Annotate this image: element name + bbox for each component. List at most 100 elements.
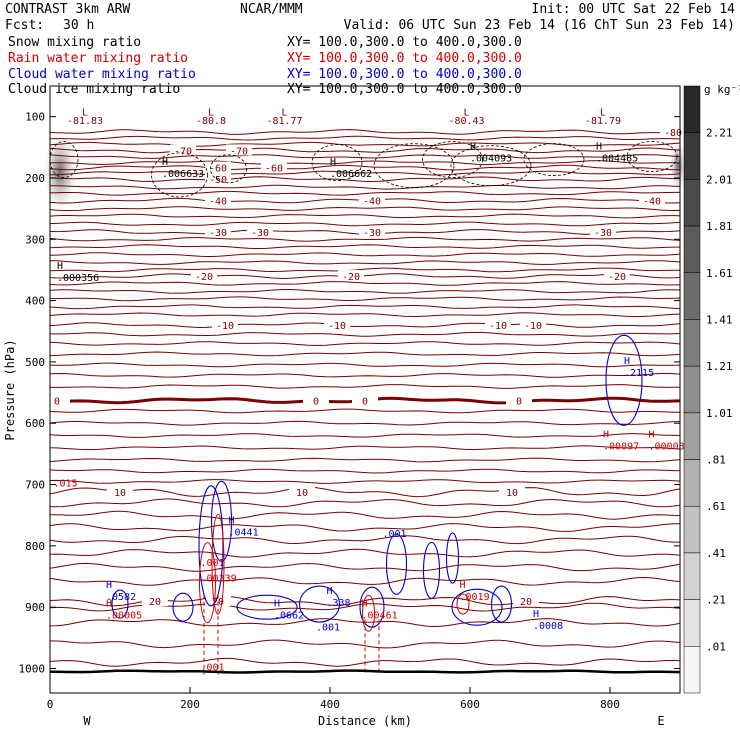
rain-water-contour	[199, 542, 216, 624]
temperature-contour-line	[49, 236, 681, 242]
temperature-contour-label: -10	[524, 321, 542, 332]
header: CONTRAST 3km ARW NCAR/MMM Init: 00 UTC S…	[5, 2, 735, 97]
contour-label-bg	[485, 319, 511, 331]
temperature-contour-line	[49, 372, 681, 378]
colorbar-segment	[683, 646, 701, 694]
cloud-water-annotation-marker: H	[624, 356, 630, 367]
temperature-contour-label: -60	[265, 164, 283, 175]
temperature-contour-minus10	[49, 322, 681, 329]
temperature-contour-line	[49, 267, 680, 273]
low-value: -81.77	[266, 116, 302, 127]
temperature-contour-minus70	[49, 147, 681, 154]
colorbar-label: 1.01	[706, 407, 733, 420]
temperature-contour-line	[49, 331, 681, 337]
temperature-contour-line	[49, 141, 681, 147]
rain-water-contour	[362, 594, 375, 632]
colorbar-segment	[683, 132, 701, 180]
temperature-contour-label: -40	[363, 197, 381, 208]
temperature-contour-10	[49, 486, 681, 498]
cloud-water-contour	[210, 480, 233, 562]
valid-time: Valid: 06 UTC Sun 23 Feb 14 (16 ChT Sun …	[344, 18, 735, 33]
colorbar-unit: g kg⁻¹	[704, 83, 740, 96]
low-value: -81.83	[67, 116, 103, 127]
rain-water-contour	[456, 593, 470, 615]
rain-water-annotation-value: .001	[201, 558, 225, 569]
temperature-contour-line	[49, 408, 681, 414]
contour-label-bg	[205, 595, 231, 607]
cloud-water-contour	[451, 588, 503, 626]
contour-label-bg	[338, 270, 364, 282]
y-tick-label: 900	[25, 601, 45, 614]
cloud-ice-annotation-marker: H	[596, 142, 602, 153]
temperature-contour-line	[49, 341, 681, 346]
rain-water-annotation-marker: H	[106, 598, 112, 609]
colorbar: g kg⁻¹ 2.21 2.01 1.81 1.61 1.41 1.21 1.01 .81 .6…	[683, 83, 740, 694]
fcst-value: 30 h	[63, 18, 94, 33]
contour-label-bg	[660, 125, 686, 137]
temperature-contour-label: 0	[54, 397, 60, 408]
low-marker: L	[600, 107, 606, 118]
contour-label-bg	[205, 173, 231, 185]
plot-frame	[49, 85, 681, 694]
temperature-contour-minus50	[49, 176, 680, 182]
cloud-ice-contour	[523, 143, 585, 176]
colorbar-label: .21	[706, 594, 726, 607]
temperature-contour-line	[49, 281, 681, 286]
temperature-contour-label: 20	[520, 597, 532, 608]
contour-label-bg	[261, 161, 287, 173]
field-xy-cloudwater: XY= 100.0,300.0 to 400.0,300.0	[287, 67, 522, 82]
temperature-contour-label: 20	[149, 597, 161, 608]
temperature-contour-label: -10	[216, 321, 234, 332]
field-name-cloudwater: Cloud water mixing ratio	[8, 67, 196, 82]
low-marker: L	[463, 107, 469, 118]
temperature-contour-label: 10	[296, 488, 308, 499]
contour-label-bg	[590, 225, 616, 237]
cloud-ice-contour	[450, 145, 532, 187]
temperature-contour-line	[50, 170, 681, 176]
contour-label-bg	[247, 225, 273, 237]
cloud-water-annotation-value: .338	[327, 598, 351, 609]
temperature-contour-line	[49, 362, 681, 368]
rain-water-annotation-value: .00097	[603, 442, 639, 453]
cloud-water-contour	[111, 589, 129, 619]
cloud-water-annotation-value: .0008	[533, 621, 563, 632]
x-tick-label: 200	[180, 698, 200, 711]
snow-shaded-region	[44, 133, 76, 210]
y-tick-label: 100	[25, 111, 45, 124]
temperature-contour-line	[49, 296, 681, 302]
cloud-water-annotation-marker: H	[274, 598, 280, 609]
surface-line	[50, 669, 681, 674]
cloud-water-annotation-marker: H	[229, 516, 235, 527]
cloud-water-contour	[605, 334, 643, 426]
low-marker: L	[82, 107, 88, 118]
x-axis-label: Distance (km)	[318, 714, 412, 728]
y-tick-label: 500	[25, 356, 45, 369]
x-tick-label: 0	[47, 698, 54, 711]
cloud-water-contour	[172, 592, 194, 622]
cloud-water-annotation-value: .001	[383, 529, 407, 540]
cloud-water-annotation-marker: H	[533, 609, 539, 620]
cloud-ice-contour	[422, 141, 483, 178]
y-tick-label: 300	[25, 233, 45, 246]
cloud-ice-annotation-marker: H	[470, 142, 476, 153]
colorbar-segment	[683, 599, 701, 647]
cloud-water-contour	[198, 485, 224, 607]
low-value: -81.79	[585, 116, 621, 127]
cloud-water-annotation-value: .0662	[274, 610, 304, 621]
temperature-contour-label: -20	[195, 272, 213, 283]
temperature-contour-minus20	[49, 273, 681, 280]
colorbar-segment	[683, 85, 701, 133]
contour-label-bg	[212, 319, 238, 331]
temperature-contour-label: -40	[209, 197, 227, 208]
y-tick-label: 700	[25, 479, 45, 492]
cloud-water-contour	[422, 541, 441, 599]
contour-label-bg	[303, 394, 329, 406]
temperature-contour-label: 0	[313, 397, 319, 408]
contour-label-bg	[205, 161, 231, 173]
temperature-contour-line	[49, 457, 681, 463]
low-marker: L	[281, 107, 287, 118]
colorbar-segment	[683, 459, 701, 507]
temperature-contour-line	[49, 190, 680, 196]
colorbar-segment	[683, 552, 701, 600]
